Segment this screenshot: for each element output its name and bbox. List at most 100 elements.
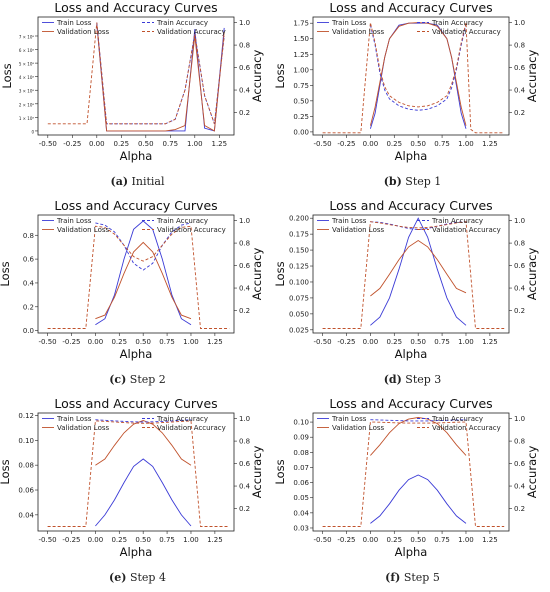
- x-tick-label: -0.50: [38, 536, 56, 544]
- plot-frame: [312, 16, 510, 136]
- y-tick-label: 0.00: [293, 128, 309, 136]
- y-axis-label: Loss: [0, 261, 12, 286]
- x-tick-label: 0.00: [89, 140, 105, 148]
- y-tick-label: 0.06: [293, 479, 309, 487]
- y2-tick-label: 0.8: [514, 42, 525, 50]
- legend-label: Validation Accuracy: [432, 226, 501, 234]
- caption-label: (e): [109, 571, 127, 584]
- y-tick-label: 7 × 10⁸: [19, 34, 35, 39]
- caption-text: Step 1: [405, 175, 442, 188]
- legend-label: Train Loss: [331, 19, 367, 27]
- y-tick-label: 1.25: [293, 51, 309, 59]
- y2-tick-label: 1.0: [239, 19, 250, 27]
- x-tick-label: 1.00: [458, 140, 474, 148]
- x-tick-label: 0.25: [386, 338, 402, 346]
- y2-tick-label: 0.4: [239, 285, 251, 293]
- x-tick-label: 1.25: [212, 140, 228, 148]
- y2-axis-label: Accuracy: [250, 248, 264, 301]
- series-line-validation-loss: [95, 241, 192, 320]
- x-tick-label: -0.25: [337, 140, 355, 148]
- legend-label: Train Accuracy: [431, 19, 483, 27]
- chart-panel: Loss and Accuracy Curves -0.50 -0.25 0.00 0.…: [0, 0, 275, 196]
- series-line-validation-loss: [95, 420, 192, 466]
- x-tick-label: 0.00: [363, 536, 379, 544]
- x-tick-label: 0.50: [410, 140, 426, 148]
- x-tick-label: -0.25: [63, 140, 81, 148]
- y-axis-label: Loss: [273, 63, 287, 88]
- x-tick-label: 0.00: [363, 338, 379, 346]
- x-tick-label: 0.75: [434, 140, 450, 148]
- y2-tick-label: 0.4: [239, 483, 251, 491]
- x-tick-label: 1.00: [458, 536, 474, 544]
- y2-tick-label: 0.6: [239, 262, 251, 270]
- x-tick-label: -0.50: [313, 338, 331, 346]
- x-tick-label: 1.25: [482, 140, 498, 148]
- x-tick-label: 1.00: [458, 338, 474, 346]
- chart-panel: Loss and Accuracy Curves -0.50 -0.25 0.00 0.…: [273, 0, 550, 196]
- x-tick-label: 1.00: [183, 536, 199, 544]
- y2-tick-label: 0.6: [239, 64, 251, 72]
- figure-caption: (a) Initial: [0, 175, 275, 188]
- y-tick-label: 0.06: [18, 487, 34, 495]
- series-line-train-accuracy: [369, 24, 467, 111]
- x-tick-label: 0.00: [88, 338, 104, 346]
- x-tick-label: 1.25: [207, 536, 223, 544]
- x-tick-label: 0.75: [159, 338, 175, 346]
- x-tick-label: 1.00: [187, 140, 203, 148]
- series-line-validation-accuracy: [322, 22, 505, 134]
- figure-caption: (f) Step 5: [275, 571, 550, 584]
- y2-tick-label: 0.4: [239, 87, 251, 95]
- y2-tick-label: 0.2: [514, 505, 525, 513]
- legend-label: Validation Accuracy: [157, 226, 226, 234]
- y-tick-label: 0.08: [18, 462, 34, 470]
- chart-svg: Loss and Accuracy Curves -0.50 -0.25 0.00 0.…: [273, 0, 539, 163]
- y-tick-label: 0.150: [289, 247, 309, 255]
- plot-frame: [37, 16, 235, 136]
- series-line-train-loss: [96, 23, 225, 132]
- y2-tick-label: 1.0: [239, 217, 250, 225]
- chart-title: Loss and Accuracy Curves: [329, 0, 492, 15]
- caption-label: (d): [383, 373, 402, 386]
- y-tick-label: 0.12: [18, 412, 34, 420]
- figure-caption: (d) Step 3: [275, 373, 550, 386]
- legend-label: Train Loss: [331, 217, 367, 225]
- x-tick-label: -0.25: [62, 536, 80, 544]
- series-line-train-loss: [370, 217, 467, 326]
- caption-text: Step 3: [405, 373, 442, 386]
- figure-caption: (b) Step 1: [275, 175, 550, 188]
- x-tick-label: 0.50: [410, 338, 426, 346]
- y2-axis-label: Accuracy: [525, 50, 539, 103]
- legend-label: Validation Loss: [57, 28, 109, 36]
- y-tick-label: 4 × 10⁸: [19, 75, 35, 80]
- caption-text: Initial: [131, 175, 165, 188]
- caption-text: Step 5: [403, 571, 440, 584]
- series-line-train-loss: [369, 22, 467, 129]
- chart-title: Loss and Accuracy Curves: [329, 396, 492, 411]
- chart-title: Loss and Accuracy Curves: [329, 198, 492, 213]
- y2-tick-label: 0.8: [514, 240, 525, 248]
- y-tick-label: 1 × 10⁸: [19, 116, 35, 121]
- y-tick-label: 0.2: [23, 303, 34, 311]
- y-axis-label: Loss: [0, 459, 12, 484]
- legend-label: Train Accuracy: [431, 415, 483, 423]
- y-tick-label: 0.04: [18, 511, 34, 519]
- y-tick-label: 0.100: [289, 278, 309, 286]
- y-tick-label: 1.00: [293, 66, 309, 74]
- legend-label: Validation Loss: [332, 28, 384, 36]
- series-line-validation-loss: [96, 23, 225, 132]
- caption-text: Step 4: [129, 571, 166, 584]
- y2-tick-label: 0.6: [514, 460, 526, 468]
- legend-label: Train Loss: [56, 19, 92, 27]
- x-axis-label: Alpha: [395, 149, 428, 163]
- y-tick-label: 0: [31, 129, 34, 134]
- chart-title: Loss and Accuracy Curves: [54, 198, 217, 213]
- y-tick-label: 0.8: [23, 232, 34, 240]
- x-tick-label: 0.25: [386, 140, 402, 148]
- x-axis-label: Alpha: [395, 347, 428, 361]
- series-line-validation-accuracy: [322, 221, 505, 329]
- series-line-validation-accuracy: [47, 22, 225, 125]
- y-tick-label: 0.03: [293, 524, 309, 532]
- caption-label: (c): [109, 373, 127, 386]
- x-tick-label: 0.25: [111, 536, 127, 544]
